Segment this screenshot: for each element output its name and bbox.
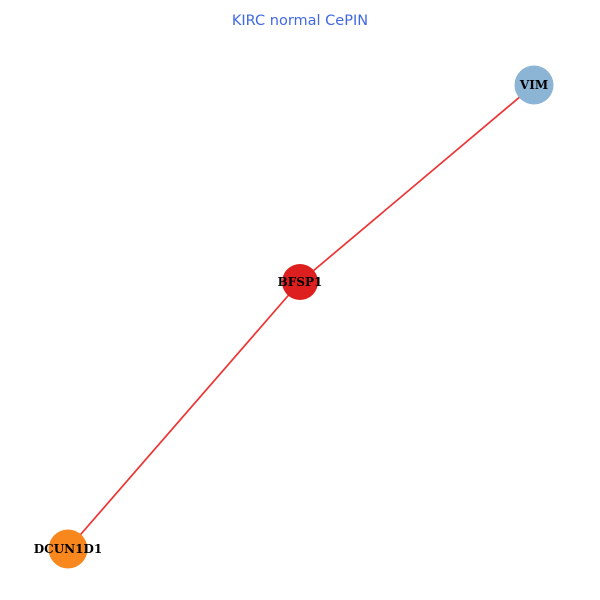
node-VIM [514, 65, 554, 105]
node-label-BFSP1: BFSP1 [278, 275, 323, 289]
edge-VIM-BFSP1 [299, 84, 535, 283]
edge-BFSP1-DCUN1D1 [67, 281, 301, 550]
figure-title: KIRC normal CePIN [231, 13, 369, 29]
node-label-DCUN1D1: DCUN1D1 [34, 542, 103, 556]
node-BFSP1 [282, 264, 318, 300]
node-label-VIM: VIM [519, 78, 548, 92]
node-DCUN1D1 [48, 529, 88, 569]
